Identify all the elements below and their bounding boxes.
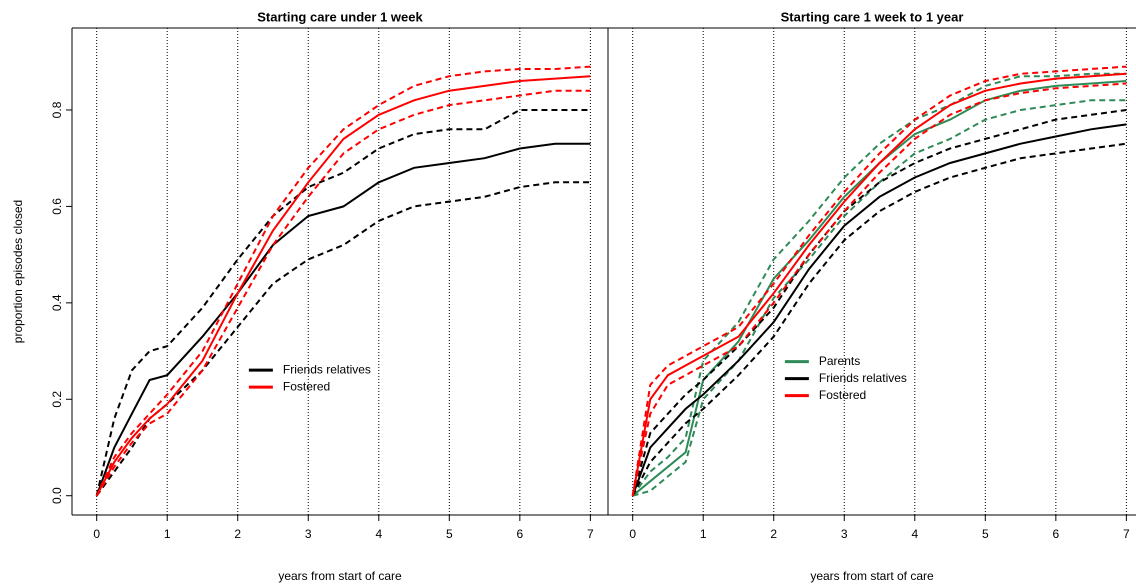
confidence-line bbox=[631, 82, 1127, 496]
x-tick-label: 7 bbox=[587, 527, 594, 541]
x-tick-label: 6 bbox=[516, 527, 523, 541]
series-line bbox=[631, 123, 1127, 497]
confidence-line bbox=[632, 99, 1127, 497]
x-tick-label: 1 bbox=[700, 527, 707, 541]
x-tick-label: 1 bbox=[164, 527, 171, 541]
legend-label: Friends relatives bbox=[283, 362, 371, 376]
x-axis-label: years from start of care bbox=[278, 569, 402, 583]
series-line bbox=[632, 80, 1127, 497]
y-tick-label: 0.6 bbox=[50, 198, 64, 215]
x-tick-label: 5 bbox=[982, 527, 989, 541]
x-tick-label: 6 bbox=[1052, 527, 1059, 541]
x-tick-label: 2 bbox=[770, 527, 777, 541]
y-tick-label: 0.2 bbox=[50, 391, 64, 408]
series-line bbox=[95, 75, 591, 497]
legend-label: Friends relatives bbox=[819, 371, 907, 385]
confidence-line bbox=[631, 142, 1127, 497]
confidence-line bbox=[631, 65, 1127, 496]
x-tick-label: 5 bbox=[446, 527, 453, 541]
legend-label: Fostered bbox=[283, 379, 330, 393]
x-tick-label: 3 bbox=[841, 527, 848, 541]
y-tick-label: 0.4 bbox=[50, 294, 64, 311]
x-tick-label: 4 bbox=[911, 527, 918, 541]
confidence-line bbox=[95, 89, 591, 497]
legend-label: Fostered bbox=[819, 388, 866, 402]
confidence-line bbox=[95, 109, 591, 496]
chart-title: Starting care under 1 week bbox=[257, 9, 423, 24]
confidence-line bbox=[631, 72, 1127, 497]
confidence-line bbox=[631, 109, 1127, 496]
x-tick-label: 2 bbox=[234, 527, 241, 541]
chart-title: Starting care 1 week to 1 year bbox=[781, 9, 964, 24]
y-axis-label: proportion episodes closed bbox=[11, 200, 25, 343]
legend-label: Parents bbox=[819, 354, 860, 368]
x-tick-label: 0 bbox=[93, 527, 100, 541]
x-tick-label: 3 bbox=[305, 527, 312, 541]
x-tick-label: 4 bbox=[375, 527, 382, 541]
confidence-line bbox=[95, 65, 591, 497]
series-line bbox=[631, 72, 1127, 496]
series-line bbox=[95, 142, 591, 497]
x-axis-label: years from start of care bbox=[810, 569, 934, 583]
x-tick-label: 7 bbox=[1123, 527, 1130, 541]
y-tick-label: 0.8 bbox=[50, 101, 64, 118]
x-tick-label: 0 bbox=[629, 527, 636, 541]
confidence-line bbox=[95, 181, 591, 497]
y-tick-label: 0.0 bbox=[50, 487, 64, 504]
